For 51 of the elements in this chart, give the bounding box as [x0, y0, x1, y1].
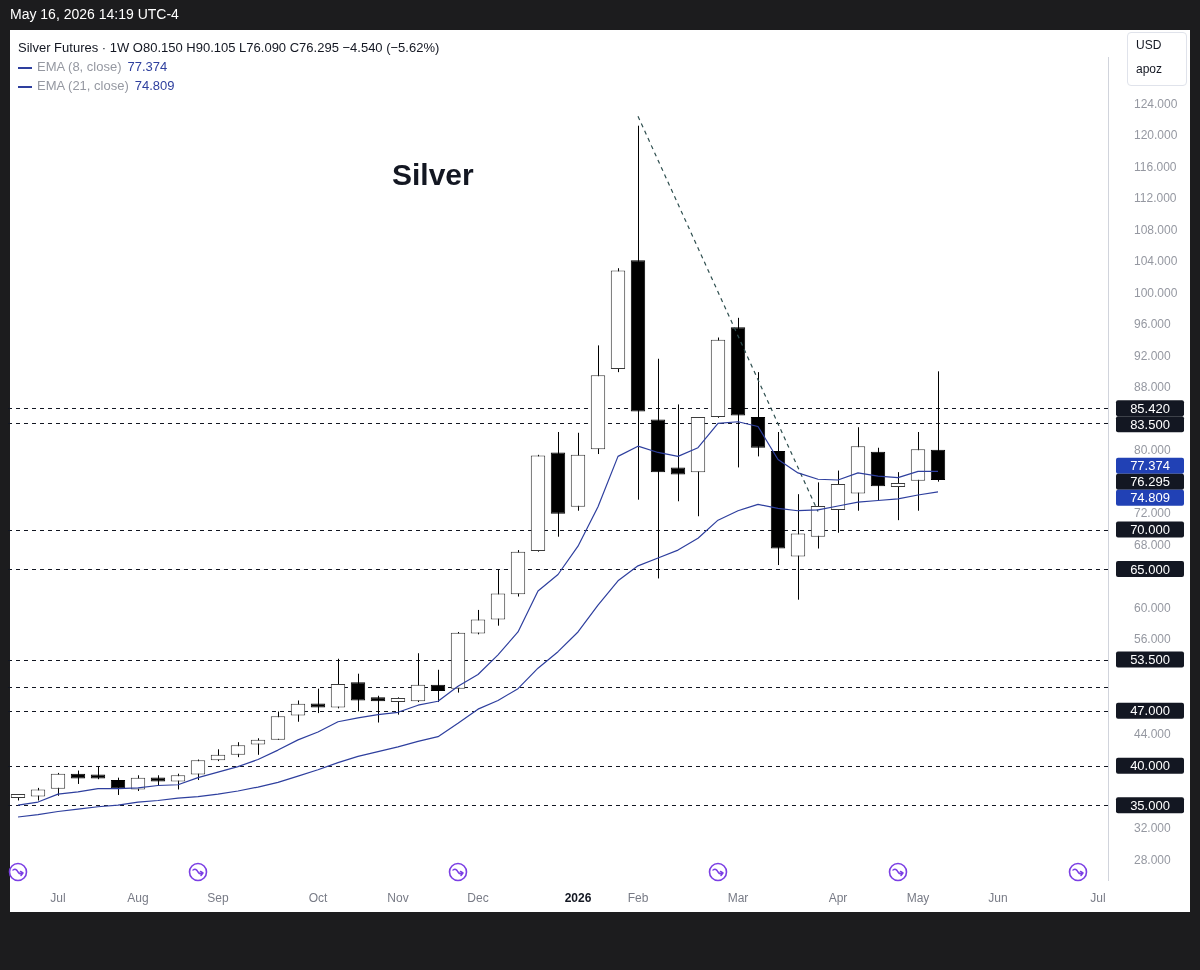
- y-tick-label: 116.000: [1134, 159, 1177, 174]
- y-tick-label: 104.000: [1134, 254, 1178, 269]
- legend-label: EMA (21, close): [37, 78, 129, 93]
- y-tick-label: 72.000: [1134, 506, 1172, 521]
- y-tick-label: 112.000: [1134, 191, 1177, 206]
- chart-subtitle: Silver Futures · 1W O80.150 H90.105 L76.090 C76.295 −4.540 (−5.62%): [18, 39, 440, 57]
- y-tick-label: 88.000: [1134, 380, 1172, 395]
- x-tick-label: Jul: [50, 890, 66, 905]
- y-tick-label: 68.000: [1134, 537, 1172, 552]
- ref-line-label: 85.420: [1130, 400, 1170, 416]
- ref-line-label: 70.000: [1130, 522, 1170, 538]
- x-tick-label: Dec: [467, 890, 489, 905]
- y-tick-label: 96.000: [1134, 317, 1172, 332]
- y-tick-label: 28.000: [1134, 852, 1172, 867]
- y-tick-label: 108.000: [1134, 222, 1178, 237]
- x-tick-label: Feb: [627, 890, 649, 905]
- x-tick-label: Sep: [207, 890, 229, 905]
- x-tick-label: Jul: [1090, 890, 1106, 905]
- ref-line-label: 47.000: [1130, 703, 1170, 719]
- annotation: 74.809: [134, 78, 175, 93]
- y-tick-label: 44.000: [1134, 726, 1172, 741]
- x-tick-label: Mar: [727, 890, 749, 905]
- ref-line-label: 65.000: [1130, 561, 1170, 577]
- text: 77.374: [1130, 458, 1170, 474]
- ref-line-label: 83.500: [1130, 416, 1170, 432]
- x-tick-label: May: [906, 890, 930, 905]
- y-tick-label: 120.000: [1134, 128, 1178, 143]
- y-tick-label: 56.000: [1134, 632, 1172, 647]
- x-tick-label: 2026: [564, 890, 592, 905]
- x-tick-label: Nov: [387, 890, 409, 905]
- ref-line-label: 53.500: [1130, 652, 1170, 668]
- y-tick-label: 100.000: [1134, 285, 1178, 300]
- x-tick-label: Aug: [127, 890, 149, 905]
- annotation: 77.374: [127, 59, 168, 74]
- y-tick-label: 124.000: [1134, 96, 1178, 111]
- text: 74.809: [1130, 490, 1170, 506]
- x-tick-label: Jun: [988, 890, 1008, 905]
- x-tick-label: Apr: [828, 890, 848, 905]
- text: USD: [1135, 37, 1163, 54]
- y-tick-label: 92.000: [1134, 348, 1172, 363]
- text: Silver: [392, 158, 474, 192]
- ref-line-label: 35.000: [1130, 797, 1170, 813]
- text: apoz: [1135, 61, 1164, 78]
- text: May 16, 2026 14:19 UTC-4: [10, 6, 179, 22]
- legend-label: EMA (8, close): [37, 59, 122, 74]
- ref-line-label: 40.000: [1130, 758, 1170, 774]
- x-tick-label: Oct: [308, 890, 328, 905]
- y-tick-label: 80.000: [1134, 443, 1172, 458]
- text: 76.295: [1130, 474, 1170, 490]
- y-tick-label: 32.000: [1134, 821, 1172, 836]
- y-tick-label: 60.000: [1134, 600, 1172, 615]
